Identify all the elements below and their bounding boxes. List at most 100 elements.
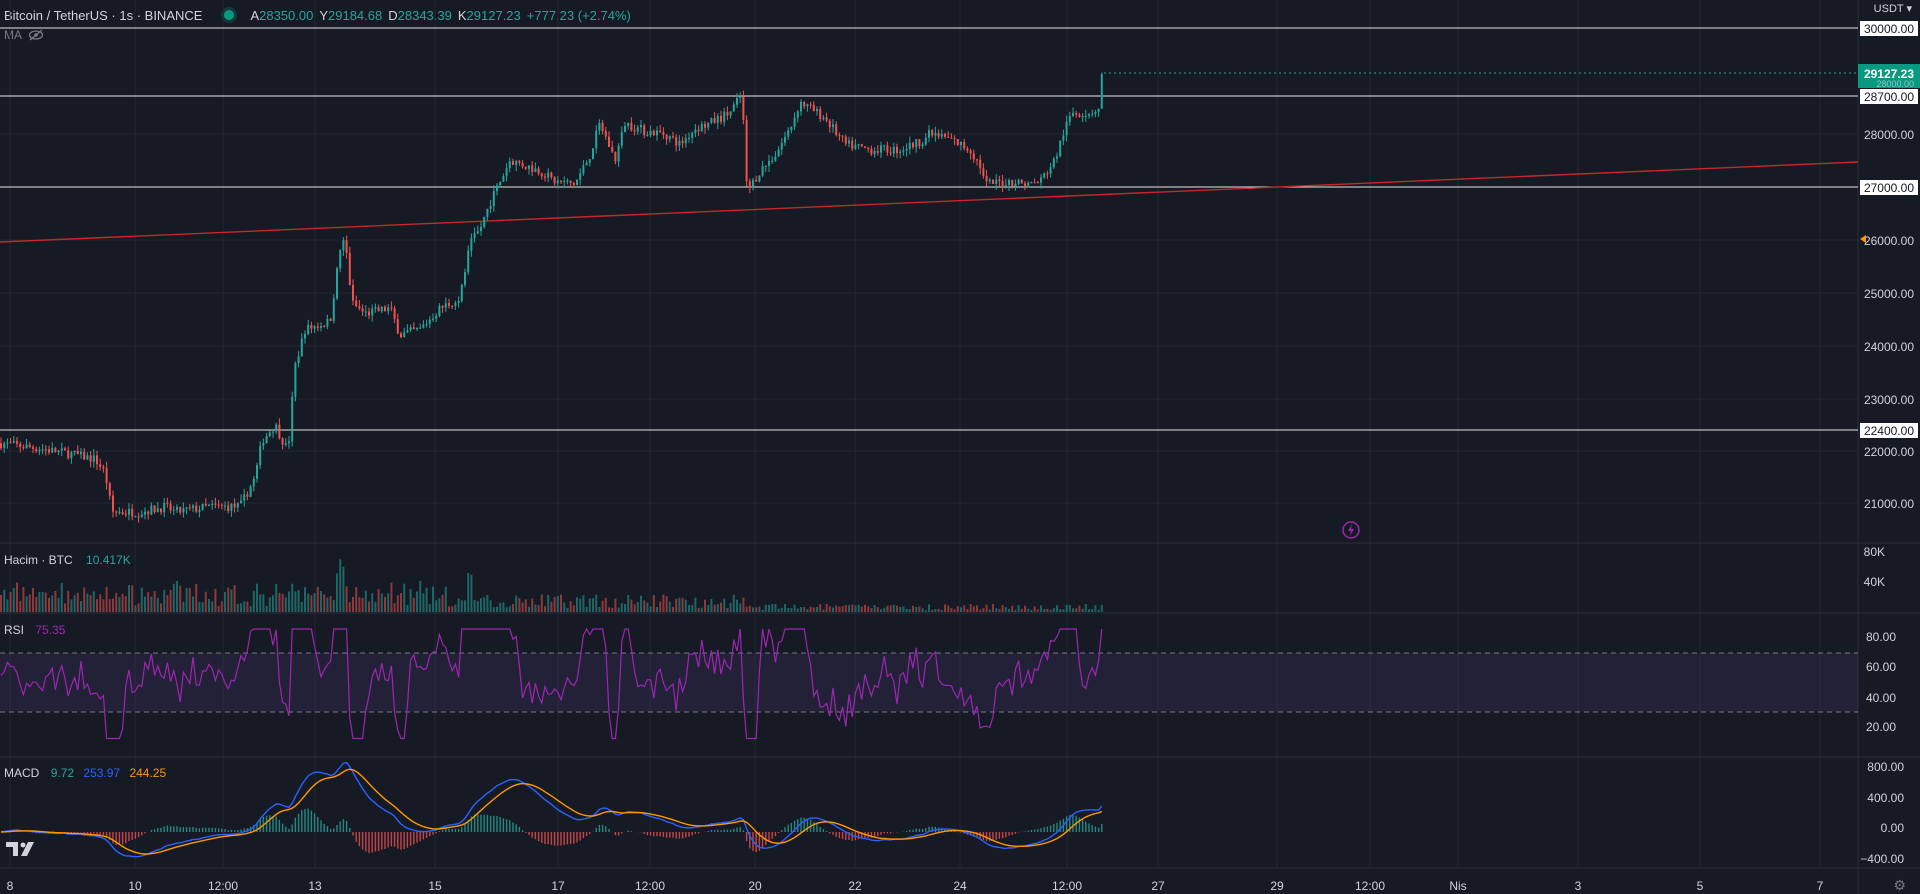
candle-body (396, 319, 399, 334)
candle-body (281, 438, 284, 445)
trend-line[interactable] (0, 161, 1859, 243)
candle-body (1036, 182, 1039, 184)
candle-body (1088, 114, 1090, 116)
candle-body (912, 142, 914, 148)
candle-body (905, 148, 908, 151)
candle-body (748, 181, 751, 188)
candle-body (483, 216, 486, 227)
candle-body (140, 514, 143, 517)
macd-legend[interactable]: MACD 9.72 253.97 244.25 (4, 766, 166, 780)
candle-body (684, 138, 687, 144)
candle-body (665, 134, 668, 140)
candle-body (889, 152, 892, 154)
volume-bar (393, 603, 396, 612)
candle-body (886, 145, 889, 153)
candle-body (780, 142, 783, 150)
volume-bar (422, 593, 425, 612)
candle-body (156, 508, 159, 513)
candle-body (627, 122, 630, 127)
candle-body (902, 150, 905, 152)
symbol-title[interactable]: Bitcoin / TetherUS · 1s · BINANCE (4, 7, 203, 23)
volume-bar (1043, 608, 1046, 612)
price-axis[interactable]: 28000.00 26000.00 25000.00 24000.00 2300… (1864, 128, 1914, 511)
candle-body (646, 135, 649, 137)
candle-body (995, 179, 998, 184)
gear-icon[interactable]: ⚙ (1893, 877, 1906, 893)
volume-bar (288, 591, 290, 612)
candle-body (236, 503, 239, 508)
candle-body (374, 307, 377, 309)
candle-body (515, 160, 518, 165)
candle-body (265, 436, 268, 444)
volume-bar (38, 592, 41, 612)
volume-bar (582, 595, 585, 612)
volume-bar (345, 586, 348, 612)
candle-body (185, 507, 188, 509)
volume-bar (224, 591, 226, 612)
last-price-label: 29127.23 (1864, 67, 1914, 81)
candle-body (54, 447, 57, 453)
candle-body (931, 130, 934, 136)
lightning-icon[interactable] (1342, 521, 1360, 539)
candle-body (451, 305, 454, 307)
candle-body (611, 146, 614, 152)
volume-bar (332, 600, 335, 612)
volume-bar (35, 596, 38, 612)
volume-bar (982, 608, 985, 612)
volume-bar (281, 593, 284, 612)
candle-body (928, 130, 930, 138)
candle-body (19, 443, 22, 448)
candle-body (822, 117, 825, 120)
price-tick: 23000.00 (1864, 393, 1914, 407)
volume-bar (425, 587, 428, 612)
candle-body (598, 122, 601, 131)
volume-bar (844, 605, 847, 612)
ma-indicator[interactable]: MA (4, 28, 44, 42)
rsi-legend[interactable]: RSI 75.35 (4, 623, 65, 637)
volume-bar (620, 603, 623, 612)
candle-body (444, 303, 447, 308)
volume-bar (716, 604, 719, 612)
candle-body (896, 146, 898, 154)
volume-bar (662, 594, 665, 612)
tradingview-logo[interactable] (6, 840, 40, 858)
candle-body (147, 511, 150, 515)
candle-body (326, 318, 329, 327)
candle-body (569, 180, 572, 183)
candle-body (608, 136, 610, 147)
volume-bar (928, 604, 930, 612)
volume-bar (192, 596, 194, 612)
currency-selector[interactable]: USDT ▾ (1873, 3, 1912, 15)
time-tick: 17 (551, 879, 565, 893)
volume-bar (905, 608, 908, 612)
candle-body (1084, 115, 1087, 117)
candle-body (924, 137, 927, 145)
volume-bar (310, 595, 313, 612)
candle-body (688, 137, 690, 139)
volume-bar (348, 602, 351, 612)
time-tick: 10 (128, 879, 142, 893)
volume-bar (944, 604, 946, 612)
volume-bar (771, 603, 774, 612)
volume-bar (521, 602, 524, 612)
horizontal-levels[interactable] (0, 27, 1858, 431)
volume-bar (780, 607, 783, 612)
volume-bar (473, 600, 476, 612)
volume-bar (729, 603, 732, 612)
time-axis[interactable]: 8 10 12:00 13 15 17 12:00 20 22 24 12:00 27 29 12:00 N… (7, 879, 1824, 893)
candle-body (672, 136, 674, 138)
candle-body (531, 165, 534, 172)
eye-slash-icon[interactable] (28, 29, 44, 41)
volume-bar (131, 585, 134, 612)
volume-bar (636, 602, 639, 612)
candle-body (224, 505, 226, 507)
candle-body (624, 126, 626, 132)
volume-legend[interactable]: Hacim · BTC 10.417K (4, 553, 131, 567)
volume-bar (358, 597, 361, 612)
volume-bar (371, 593, 374, 612)
volume-bar (448, 606, 450, 612)
volume-bar (694, 597, 697, 612)
candle-body (828, 120, 831, 128)
candle-body (249, 486, 252, 497)
